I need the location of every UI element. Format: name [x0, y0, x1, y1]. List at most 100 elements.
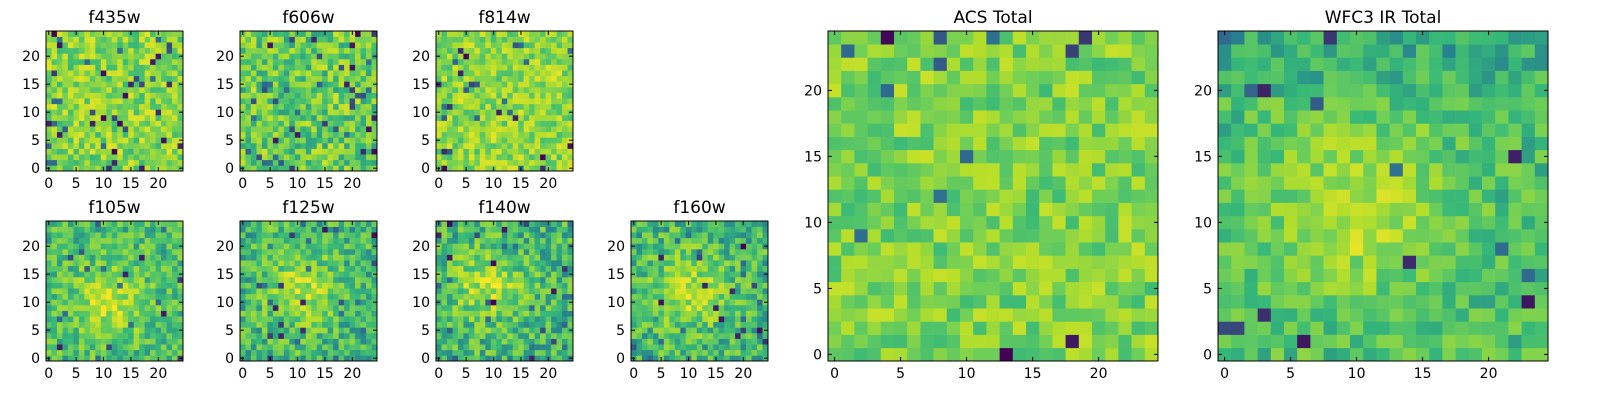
- heatmap-cell: [355, 126, 361, 133]
- heatmap-cell: [485, 226, 492, 233]
- heatmap-cell: [366, 344, 372, 351]
- heatmap-cell: [294, 148, 301, 155]
- heatmap-cell: [316, 355, 323, 362]
- heatmap-cell: [161, 282, 167, 289]
- heatmap-cell: [841, 334, 855, 349]
- heatmap-cell: [240, 98, 246, 105]
- heatmap-cell: [144, 271, 151, 278]
- heatmap-cell: [436, 148, 442, 155]
- heatmap-cell: [751, 288, 758, 295]
- heatmap-cell: [986, 347, 1000, 362]
- heatmap-cell: [518, 137, 524, 144]
- heatmap-cell: [128, 305, 134, 311]
- heatmap-cell: [490, 321, 497, 328]
- heatmap-cell: [463, 42, 470, 49]
- heatmap-cell: [534, 131, 541, 138]
- heatmap-cell: [283, 98, 290, 105]
- heatmap-cell: [463, 137, 470, 144]
- heatmap-cell: [106, 42, 113, 49]
- heatmap-cell: [718, 327, 725, 334]
- heatmap-cell: [880, 321, 895, 335]
- heatmap-cell: [128, 120, 134, 127]
- heatmap-cell: [452, 271, 459, 278]
- heatmap-cell: [166, 109, 173, 116]
- heatmap-cell: [177, 288, 184, 295]
- heatmap-cell: [355, 131, 361, 138]
- heatmap-cell: [441, 226, 448, 233]
- heatmap-cell: [729, 232, 736, 239]
- heatmap-cell: [551, 42, 557, 49]
- heatmap-cell: [56, 126, 63, 133]
- heatmap-cell: [507, 327, 514, 334]
- heatmap-cell: [150, 282, 156, 289]
- heatmap-cell: [133, 277, 140, 283]
- heatmap-cell: [556, 349, 563, 356]
- heatmap-cell: [311, 143, 318, 149]
- heatmap-cell: [117, 109, 124, 116]
- heatmap-cell: [144, 355, 151, 362]
- heatmap-cell: [122, 115, 129, 121]
- heatmap-cell: [272, 131, 279, 138]
- heatmap-cell: [479, 327, 486, 334]
- heatmap-cell: [84, 109, 91, 116]
- heatmap-cell: [240, 36, 246, 43]
- heatmap-cell: [51, 249, 58, 255]
- heatmap-cell: [534, 75, 541, 82]
- heatmap-cell: [51, 344, 58, 351]
- heatmap-cell: [507, 154, 514, 161]
- heatmap-cell: [933, 242, 948, 256]
- heatmap-cell: [338, 64, 345, 71]
- y-tick-label: 0: [421, 351, 430, 367]
- heatmap-cell: [283, 109, 290, 116]
- y-tick-label: 5: [616, 323, 625, 339]
- heatmap-cell: [289, 349, 296, 356]
- heatmap-cell: [73, 243, 80, 250]
- heatmap-cell: [746, 293, 752, 300]
- heatmap-cell: [267, 47, 274, 54]
- heatmap-cell: [713, 232, 719, 239]
- heatmap-cell: [272, 31, 279, 37]
- heatmap-cell: [490, 243, 497, 250]
- heatmap-cell: [161, 338, 167, 345]
- heatmap-cell: [344, 53, 350, 60]
- heatmap-cell: [463, 36, 470, 43]
- heatmap-cell: [663, 327, 670, 334]
- heatmap-cell: [1039, 347, 1053, 362]
- heatmap-cell: [647, 316, 654, 323]
- heatmap-cell: [534, 232, 541, 239]
- heatmap-cell: [311, 265, 318, 272]
- heatmap-cell: [1065, 215, 1080, 230]
- heatmap-cell: [177, 120, 184, 127]
- heatmap-cell: [316, 293, 323, 300]
- heatmap-cell: [62, 75, 69, 82]
- heatmap-cell: [479, 87, 486, 93]
- heatmap-cell: [371, 92, 378, 99]
- heatmap-cell: [240, 159, 246, 166]
- heatmap-cell: [117, 299, 124, 306]
- heatmap-cell: [267, 277, 274, 283]
- heatmap-cell: [300, 333, 307, 339]
- heatmap-cell: [551, 120, 557, 127]
- heatmap-cell: [283, 344, 290, 351]
- heatmap-cell: [479, 126, 486, 133]
- heatmap-cell: [441, 305, 448, 311]
- heatmap-cell: [702, 293, 709, 300]
- heatmap-cell: [111, 232, 118, 239]
- heatmap-cell: [446, 327, 453, 334]
- heatmap-cell: [128, 299, 134, 306]
- heatmap-cell: [1092, 334, 1106, 349]
- heatmap-cell: [62, 265, 69, 272]
- heatmap-cell: [177, 75, 184, 82]
- heatmap-cell: [507, 131, 514, 138]
- heatmap-cell: [278, 221, 285, 227]
- heatmap-cell: [729, 327, 736, 334]
- heatmap-cell: [46, 338, 52, 345]
- heatmap-cell: [117, 277, 124, 283]
- heatmap-cell: [529, 64, 535, 71]
- x-tick-label: 20: [539, 366, 557, 382]
- heatmap-cell: [150, 293, 156, 300]
- heatmap-cell: [62, 226, 69, 233]
- heatmap-cell: [100, 316, 107, 323]
- heatmap-cell: [256, 159, 263, 166]
